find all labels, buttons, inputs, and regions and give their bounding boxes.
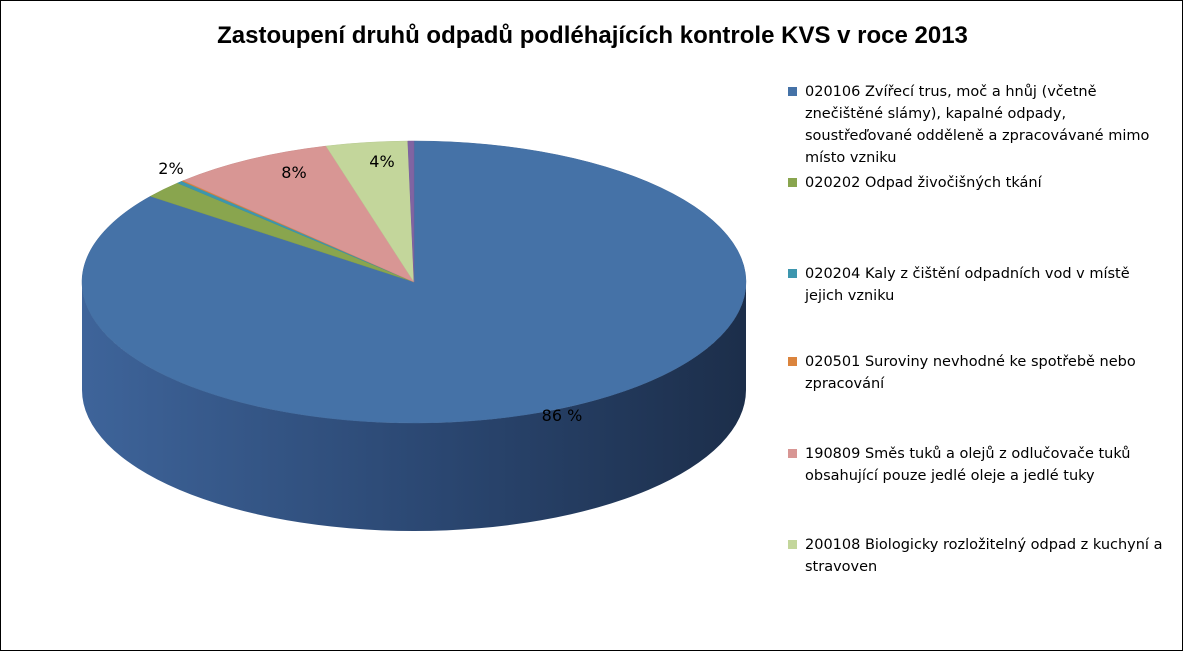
legend-label: 020106 Zvířecí trus, moč a hnůj (včetně … (805, 84, 1150, 166)
legend-label: 190809 Směs tuků a olejů z odlučovače tu… (805, 446, 1131, 484)
legend-swatch (788, 87, 797, 96)
pie-slice-6 (407, 140, 415, 283)
data-label-4: 8% (281, 163, 306, 182)
data-label-5: 4% (369, 152, 394, 171)
legend-swatch (788, 178, 797, 187)
data-label-1: 2% (158, 159, 183, 178)
pie-slice-4 (182, 145, 415, 283)
legend-label: 020202 Odpad živočišných tkání (805, 175, 1042, 191)
legend-label: 020204 Kaly z čištění odpadních vod v mí… (805, 266, 1130, 304)
legend-swatch (788, 269, 797, 278)
legend-swatch (788, 449, 797, 458)
pie-side-wall (82, 282, 746, 531)
legend-swatch (788, 357, 797, 366)
legend-label: 200108 Biologicky rozložitelný odpad z k… (805, 537, 1163, 575)
legend-label: 020501 Suroviny nevhodné ke spotřebě neb… (805, 354, 1136, 392)
chart-title: Zastoupení druhů odpadů podléhajících ko… (217, 22, 968, 49)
data-label-0: 86 % (542, 406, 583, 425)
legend-swatch (788, 540, 797, 549)
